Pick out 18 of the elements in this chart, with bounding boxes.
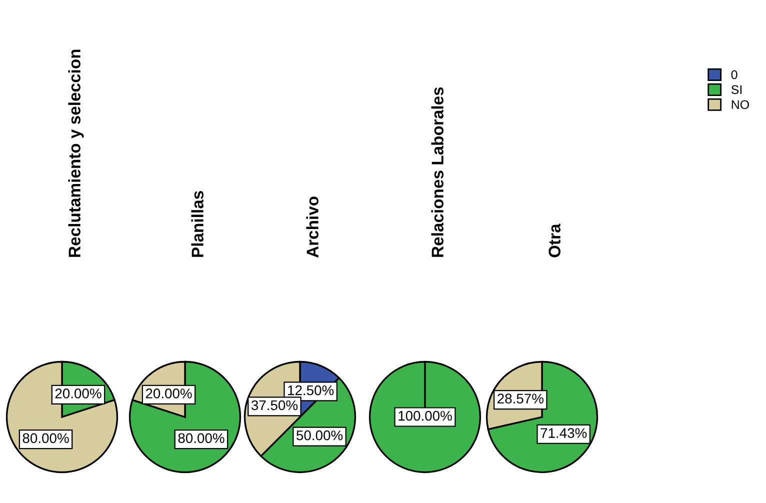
chart-title: Archivo (306, 196, 318, 258)
data-label: 80.00% (178, 433, 224, 444)
chart-title: Otra (548, 224, 560, 258)
data-label: 37.50% (251, 400, 298, 410)
chart-title: Planillas (191, 191, 204, 257)
legend-label: SI (731, 85, 742, 94)
data-label: 71.43% (540, 428, 587, 438)
legend-label: 0 (731, 70, 738, 80)
text: Reclutamiento y seleccion (68, 50, 84, 257)
data-label: 80.00% (22, 433, 69, 444)
data-label: 100.00% (398, 410, 452, 421)
data-label: 20.00% (146, 388, 192, 398)
data-label: 28.57% (498, 394, 544, 404)
data-label: 20.00% (55, 388, 102, 398)
legend-label: NO (732, 100, 749, 110)
data-label: 50.00% (296, 430, 343, 440)
chart-title: Relaciones Laborales (431, 87, 444, 257)
data-label: 12.50% (288, 385, 334, 396)
